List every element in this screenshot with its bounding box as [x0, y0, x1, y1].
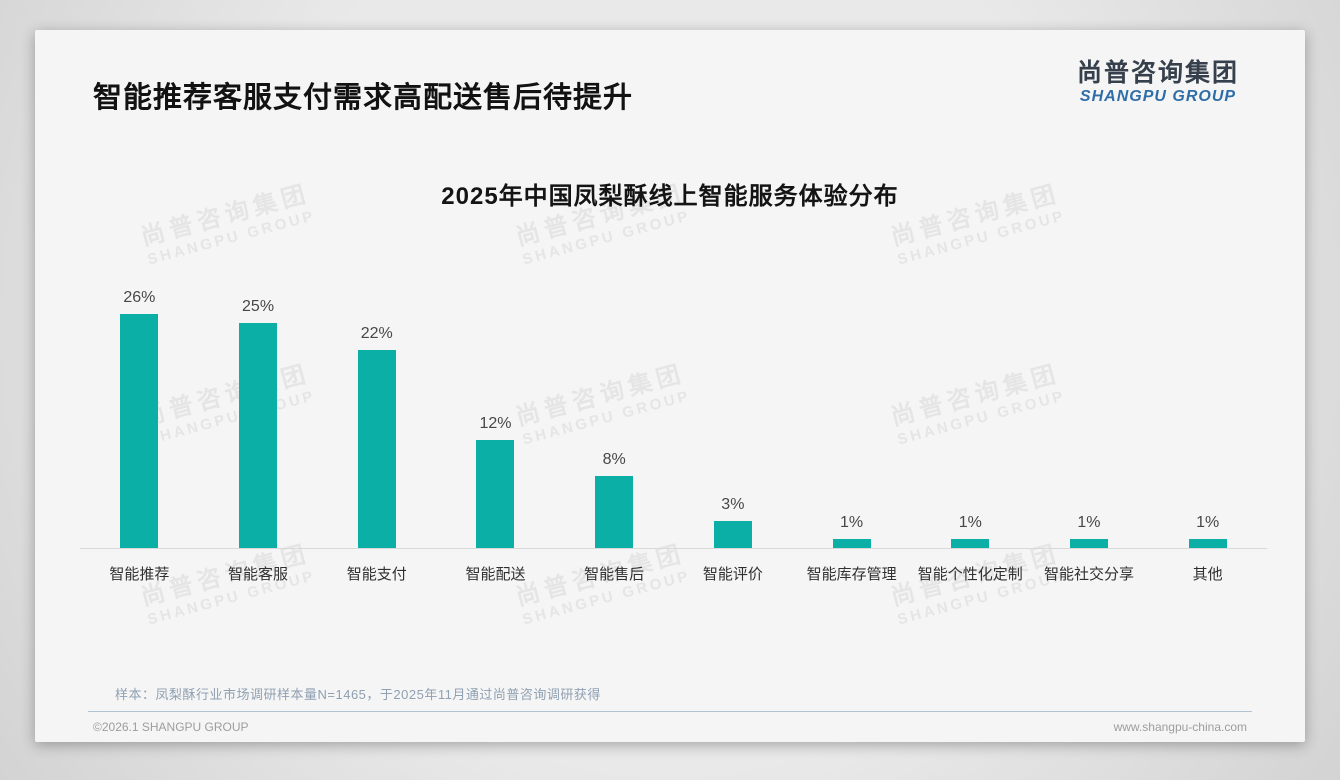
x-axis-label: 智能推荐	[109, 566, 170, 583]
bar-column: 1%	[1148, 288, 1267, 548]
bar	[595, 476, 634, 548]
bar	[713, 521, 752, 548]
bar-value-label: 12%	[479, 415, 512, 432]
bar	[1188, 539, 1227, 548]
bar	[239, 323, 278, 548]
bar-value-label: 3%	[721, 496, 745, 513]
website-url: www.shangpu-china.com	[1113, 720, 1247, 734]
bar-value-label: 1%	[1077, 514, 1101, 531]
x-axis-labels: 智能推荐 智能客服 智能支付 智能配送 智能售后 智能评价 智能库存管理 智能个性化定制 智能社…	[80, 549, 1267, 584]
copyright-text: ©2026.1 SHANGPU GROUP	[93, 720, 249, 734]
bar-value-label: 26%	[123, 289, 156, 306]
x-axis-label: 智能库存管理	[806, 566, 897, 583]
bar-chart: 26% 25% 22% 12% 8% 3% 1% 1% 1% 1% 智能推荐 智能客服 智能支付 智能配…	[80, 288, 1267, 584]
x-axis-label: 其他	[1192, 566, 1223, 583]
bar-column: 1%	[911, 288, 1030, 548]
bar-column: 12%	[436, 288, 555, 548]
bar	[951, 539, 990, 548]
bar	[120, 314, 159, 548]
bar-column: 8%	[555, 288, 674, 548]
chart-title: 2025年中国凤梨酥线上智能服务体验分布	[441, 183, 899, 210]
sample-footnote: 样本：凤梨酥行业市场调研样本量N=1465，于2025年11月通过尚普咨询调研获…	[115, 687, 601, 702]
company-logo-english: SHANGPU GROUP	[1079, 88, 1237, 105]
bar	[832, 539, 871, 548]
bar-column: 1%	[792, 288, 911, 548]
bar	[357, 350, 396, 548]
x-axis-label: 智能评价	[702, 566, 763, 583]
bar-value-label: 8%	[602, 451, 626, 468]
company-logo-chinese: 尚普咨询集团	[1076, 59, 1239, 87]
slide: 智能推荐客服支付需求高配送售后待提升 尚普咨询集团 SHANGPU GROUP …	[35, 30, 1305, 742]
bar-column: 25%	[199, 288, 318, 548]
bar-value-label: 25%	[242, 298, 275, 315]
bar	[476, 440, 515, 548]
x-axis-label: 智能支付	[346, 566, 407, 583]
footer-divider	[88, 711, 1252, 712]
bar-column: 1%	[1030, 288, 1149, 548]
bar-column: 26%	[80, 288, 199, 548]
x-axis-label: 智能配送	[465, 566, 526, 583]
x-axis-label: 智能售后	[584, 566, 645, 583]
x-axis-label: 智能客服	[228, 566, 289, 583]
x-axis-label: 智能社交分享	[1043, 566, 1134, 583]
bar-value-label: 1%	[1196, 514, 1220, 531]
bar-column: 3%	[674, 288, 793, 548]
company-logo: 尚普咨询集团 SHANGPU GROUP	[1077, 58, 1239, 106]
bar-value-label: 1%	[840, 514, 864, 531]
page-title: 智能推荐客服支付需求高配送售后待提升	[93, 82, 634, 114]
bar-column: 22%	[317, 288, 436, 548]
bar-chart-bars: 26% 25% 22% 12% 8% 3% 1% 1% 1% 1%	[80, 288, 1267, 549]
bar	[1069, 539, 1108, 548]
bar-value-label: 1%	[958, 514, 982, 531]
x-axis-label: 智能个性化定制	[917, 566, 1023, 583]
bar-value-label: 22%	[360, 325, 393, 342]
